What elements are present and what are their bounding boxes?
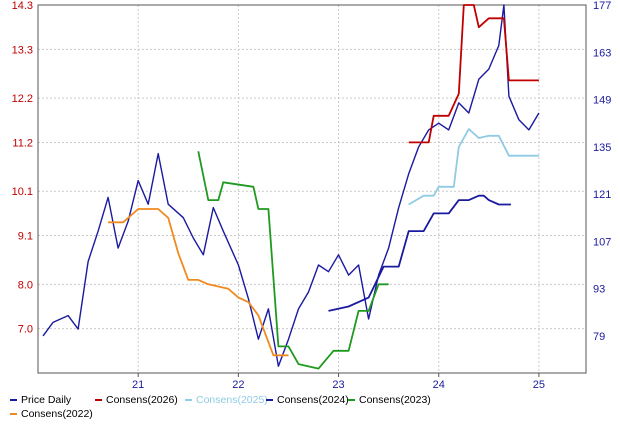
right-axis-tick-label: 163 <box>593 47 611 59</box>
legend-label-price-daily: Price Daily <box>21 394 72 406</box>
left-axis-tick-label: 7.0 <box>18 324 33 336</box>
x-axis-tick-label: 22 <box>232 379 244 391</box>
left-axis-tick-label: 11.2 <box>12 137 33 149</box>
series-line-consens-2026 <box>408 4 539 144</box>
series-line-consens-2025 <box>408 128 539 206</box>
legend-swatch-consens-2024 <box>266 399 273 401</box>
series-line-consens-2023 <box>197 151 389 370</box>
legend-item-consens-2025: Consens(2025) <box>185 394 268 406</box>
x-axis-tick-label: 25 <box>533 379 545 391</box>
legend-item-price-daily: Price Daily <box>10 394 71 406</box>
legend-swatch-consens-2022 <box>10 413 17 415</box>
x-axis-tick-label: 21 <box>132 379 144 391</box>
legend-label-consens-2023: Consens(2023) <box>359 394 431 406</box>
x-axis-tick-label: 23 <box>332 379 344 391</box>
left-axis-tick-label: 10.1 <box>12 186 33 198</box>
legend-swatch-consens-2026 <box>95 399 102 401</box>
ticks-layer: 7.0 79 8.0 93 9.1 107 10.1 121 11.2 135 12.2 149 13.… <box>12 0 612 391</box>
legend-item-consens-2024: Consens(2024) <box>266 394 349 406</box>
right-axis-tick-label: 177 <box>593 0 611 12</box>
right-axis-tick-label: 121 <box>593 189 611 201</box>
right-axis-tick-label: 93 <box>593 284 605 296</box>
right-axis-tick-label: 135 <box>593 142 611 154</box>
left-axis-tick-label: 12.2 <box>12 93 33 105</box>
series-line-consens-2024 <box>328 194 511 312</box>
legend-item-consens-2023: Consens(2023) <box>348 394 431 406</box>
legend-label-consens-2026: Consens(2026) <box>106 394 178 406</box>
right-axis-tick-label: 79 <box>593 331 605 343</box>
legend-swatch-price-daily <box>10 399 17 401</box>
legend: Price Daily Consens(2026) Consens(2025) … <box>0 388 620 425</box>
series-line-price-daily <box>42 4 540 367</box>
x-axis-tick-label: 24 <box>433 379 445 391</box>
legend-label-consens-2022: Consens(2022) <box>21 408 93 420</box>
left-axis-tick-label: 13.3 <box>12 44 33 56</box>
legend-swatch-consens-2025 <box>185 399 192 401</box>
series-line-consens-2022 <box>108 208 289 357</box>
legend-item-consens-2022: Consens(2022) <box>10 408 93 420</box>
legend-swatch-consens-2023 <box>348 399 355 401</box>
series-layer <box>42 4 540 370</box>
right-axis-tick-label: 107 <box>593 236 611 248</box>
legend-label-consens-2024: Consens(2024) <box>277 394 349 406</box>
legend-label-consens-2025: Consens(2025) <box>196 394 268 406</box>
legend-item-consens-2026: Consens(2026) <box>95 394 178 406</box>
plot-frame <box>37 4 587 374</box>
left-axis-tick-label: 14.3 <box>12 0 33 12</box>
right-axis-tick-label: 149 <box>593 95 611 107</box>
left-axis-tick-label: 8.0 <box>18 279 33 291</box>
left-axis-tick-label: 9.1 <box>18 231 33 243</box>
